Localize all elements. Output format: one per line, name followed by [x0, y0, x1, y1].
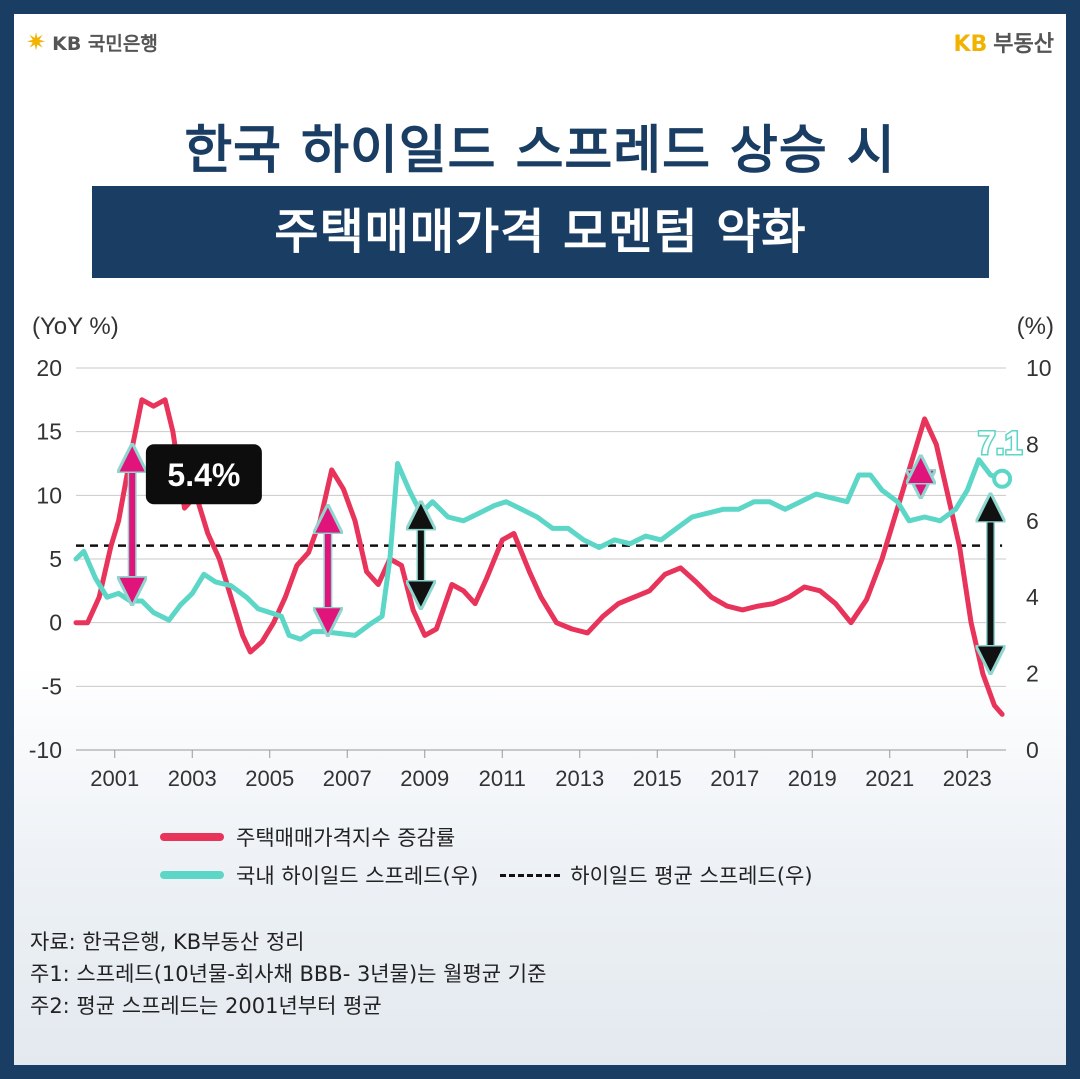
annotation-arrows — [132, 452, 990, 666]
series-line-house-price — [73, 397, 1005, 717]
x-axis-ticks: 2001 2003 2005 2007 2009 2011 2013 2015 2017 2019… — [90, 750, 992, 791]
left-tick-label: 0 — [49, 610, 62, 636]
infographic-card: ✷ KB 국민은행 KB 부동산 한국 하이일드 스프레드 상승 시 주택매매가격… — [14, 14, 1066, 1065]
right-axis-ticks: 10 8 6 4 2 0 — [1026, 355, 1052, 763]
annotation-box — [145, 444, 262, 505]
right-tick-label: 4 — [1026, 584, 1039, 610]
legend-swatch-dashed — [500, 873, 561, 877]
series-lines — [73, 397, 1005, 717]
right-axis-unit: (%) — [1017, 313, 1054, 340]
x-tick-label: 2015 — [633, 766, 682, 791]
annotation-average-label: 5.4% — [167, 457, 240, 493]
right-tick-label: 6 — [1026, 508, 1039, 534]
kb-bank-logo: ✷ KB 국민은행 — [26, 28, 158, 56]
end-point-marker — [992, 468, 1013, 489]
x-tick-label: 2019 — [788, 766, 837, 791]
kb-star-icon: ✷ — [26, 28, 47, 56]
series-line-highyield-spread — [73, 457, 1005, 642]
x-tick-label: 2017 — [710, 766, 759, 791]
right-tick-label: 10 — [1026, 355, 1052, 381]
x-tick-label: 2013 — [555, 766, 604, 791]
left-axis-ticks: 20 15 10 5 0 -5 -10 — [29, 355, 62, 763]
legend-item-price: 주택매매가격지수 증감률 — [160, 822, 455, 852]
legend-swatch-red — [160, 833, 224, 841]
left-tick-label: -5 — [42, 673, 62, 699]
x-tick-label: 2007 — [323, 766, 372, 791]
title-line1: 한국 하이일드 스프레드 상승 시 — [184, 121, 896, 181]
right-tick-label: 8 — [1026, 431, 1039, 457]
x-tick-label: 2021 — [865, 766, 914, 791]
left-axis-unit: (YoY %) — [32, 313, 119, 340]
end-value-label: 7.1 — [978, 425, 1022, 461]
right-tick-label: 2 — [1026, 661, 1039, 687]
left-tick-label: 20 — [36, 355, 62, 381]
legend-swatch-teal — [160, 871, 224, 879]
x-tick-label: 2009 — [400, 766, 449, 791]
notes: 자료: 한국은행, KB부동산 정리 주1: 스프레드(10년물-회사채 BBB… — [30, 926, 546, 1022]
legend-item-spread: 국내 하이일드 스프레드(우) 하이일드 평균 스프레드(우) — [160, 860, 813, 890]
left-tick-label: -10 — [29, 737, 62, 763]
footnote-1: 주1: 스프레드(10년물-회사채 BBB- 3년물)는 월평균 기준 — [30, 962, 547, 986]
footnote-2: 주2: 평균 스프레드는 2001년부터 평균 — [30, 994, 382, 1018]
left-tick-label: 10 — [36, 482, 62, 508]
title-line2: 주택매매가격 모멘텀 약화 — [92, 186, 989, 278]
left-tick-label: 5 — [49, 546, 62, 572]
x-tick-label: 2001 — [90, 766, 139, 791]
left-tick-label: 15 — [36, 419, 62, 445]
source-note: 자료: 한국은행, KB부동산 정리 — [30, 930, 305, 954]
right-tick-label: 0 — [1026, 737, 1039, 763]
x-tick-label: 2003 — [168, 766, 217, 791]
kb-realestate-logo: KB 부동산 — [953, 32, 1054, 57]
x-tick-label: 2023 — [943, 766, 992, 791]
annotation-labels: 5.4% 7.1 — [145, 423, 1024, 505]
x-tick-label: 2005 — [245, 766, 294, 791]
grid — [76, 367, 1006, 751]
x-tick-label: 2011 — [479, 766, 526, 791]
